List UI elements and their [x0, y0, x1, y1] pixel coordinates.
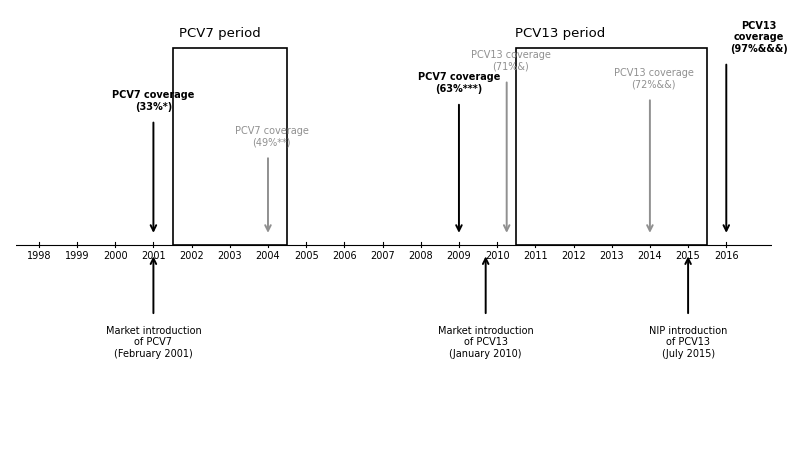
Text: 2007: 2007	[370, 251, 395, 260]
Text: 2001: 2001	[141, 251, 166, 260]
Text: 2015: 2015	[676, 251, 700, 260]
Text: 2005: 2005	[294, 251, 318, 260]
Text: 2006: 2006	[332, 251, 357, 260]
Text: PCV13
coverage
(97%&&&): PCV13 coverage (97%&&&)	[730, 21, 788, 54]
Text: PCV13 coverage
(71%&): PCV13 coverage (71%&)	[470, 50, 551, 72]
Text: NIP introduction
of PCV13
(July 2015): NIP introduction of PCV13 (July 2015)	[649, 325, 728, 358]
Text: PCV7 coverage
(33%*): PCV7 coverage (33%*)	[112, 90, 194, 112]
Text: 1999: 1999	[64, 251, 89, 260]
Text: 2008: 2008	[408, 251, 433, 260]
Text: Market introduction
of PCV7
(February 2001): Market introduction of PCV7 (February 20…	[106, 325, 201, 358]
Text: 2002: 2002	[179, 251, 204, 260]
Bar	[517, 50, 707, 245]
Text: 2012: 2012	[561, 251, 586, 260]
Text: 1998: 1998	[26, 251, 51, 260]
Text: 2010: 2010	[485, 251, 509, 260]
Text: PCV7 coverage
(49%**): PCV7 coverage (49%**)	[235, 126, 309, 147]
Text: 2014: 2014	[638, 251, 662, 260]
Text: 2013: 2013	[599, 251, 624, 260]
Text: 2016: 2016	[714, 251, 739, 260]
Text: 2003: 2003	[217, 251, 242, 260]
Text: PCV7 period: PCV7 period	[179, 27, 261, 39]
Text: PCV7 coverage
(63%***): PCV7 coverage (63%***)	[418, 72, 500, 94]
Text: 2009: 2009	[447, 251, 471, 260]
Text: 2011: 2011	[523, 251, 548, 260]
Text: 2000: 2000	[103, 251, 127, 260]
Text: PCV13 period: PCV13 period	[515, 27, 606, 39]
Text: PCV13 coverage
(72%&&): PCV13 coverage (72%&&)	[614, 68, 693, 90]
Text: Market introduction
of PCV13
(January 2010): Market introduction of PCV13 (January 20…	[438, 325, 533, 358]
Text: 2004: 2004	[256, 251, 280, 260]
Bar	[173, 50, 287, 245]
